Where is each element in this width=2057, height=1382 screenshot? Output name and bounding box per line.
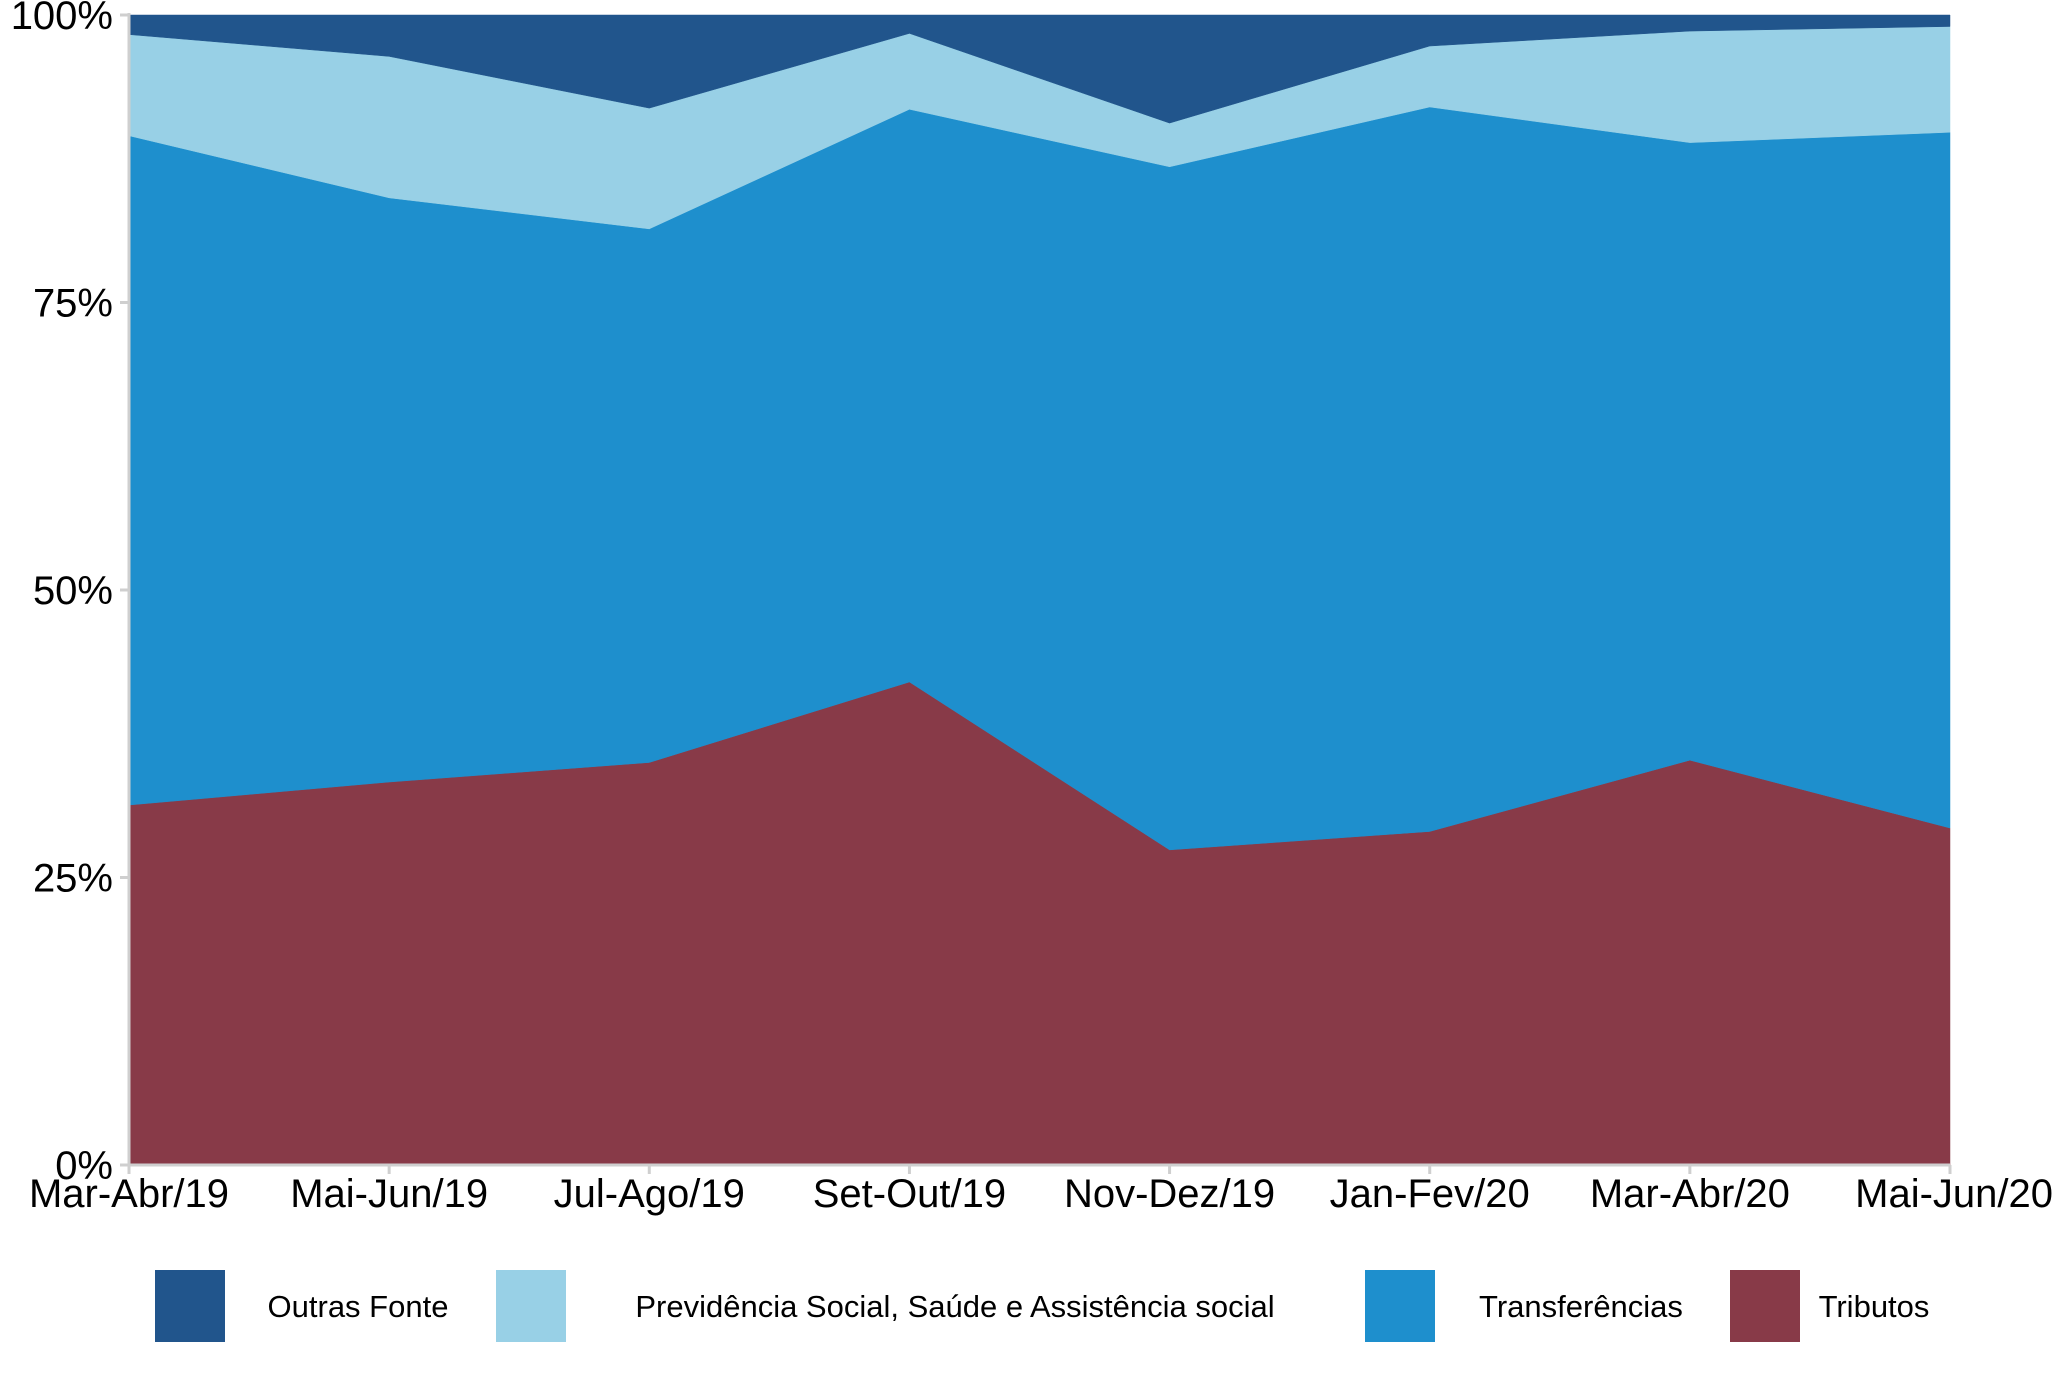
legend-item-previdencia-social-saude-e-assistencia-social: Previdência Social, Saúde e Assistência …: [496, 1270, 1275, 1342]
area-outras-fonte: [128, 14, 1951, 124]
legend-label: Outras Fonte: [268, 1289, 449, 1324]
y-tick-label: 100%: [11, 0, 113, 38]
x-tick-label: Nov-Dez/19: [1064, 1172, 1275, 1216]
legend-swatch: [1365, 1270, 1435, 1342]
x-tick-label: Mai-Jun/19: [290, 1172, 488, 1216]
x-tick-label: Jan-Fev/20: [1330, 1172, 1530, 1216]
legend-label: Transferências: [1479, 1289, 1683, 1324]
x-tick-label: Mai-Jun/20: [1855, 1172, 2053, 1216]
legend-swatch: [155, 1270, 225, 1342]
y-tick-label: 0%: [55, 1144, 113, 1188]
y-tick-label: 25%: [33, 857, 113, 901]
legend: Outras Fonte Previdência Social, Saúde e …: [155, 1270, 1929, 1342]
legend-swatch: [496, 1270, 566, 1342]
legend-label: Previdência Social, Saúde e Assistência …: [635, 1289, 1274, 1324]
x-tick-label: Set-Out/19: [813, 1172, 1006, 1216]
y-tick-label: 75%: [33, 282, 113, 326]
x-tick-label: Mar-Abr/19: [29, 1172, 229, 1216]
legend-item-transferencias: Transferências: [1365, 1270, 1683, 1342]
legend-item-outras-fonte: Outras Fonte: [155, 1270, 448, 1342]
legend-label: Tributos: [1819, 1289, 1930, 1324]
plot-areas: [128, 14, 1951, 1166]
x-tick-label: Jul-Ago/19: [554, 1172, 745, 1216]
legend-item-tributos: Tributos: [1730, 1270, 1929, 1342]
y-tick-label: 50%: [33, 569, 113, 613]
axes: 0% 25% 50% 75% 100% Mar-Abr/19 Mai-Jun/19 Jul-A…: [11, 0, 2053, 1216]
x-tick-label: Mar-Abr/20: [1590, 1172, 1790, 1216]
legend-swatch: [1730, 1270, 1800, 1342]
area-transferencias: [128, 106, 1951, 851]
